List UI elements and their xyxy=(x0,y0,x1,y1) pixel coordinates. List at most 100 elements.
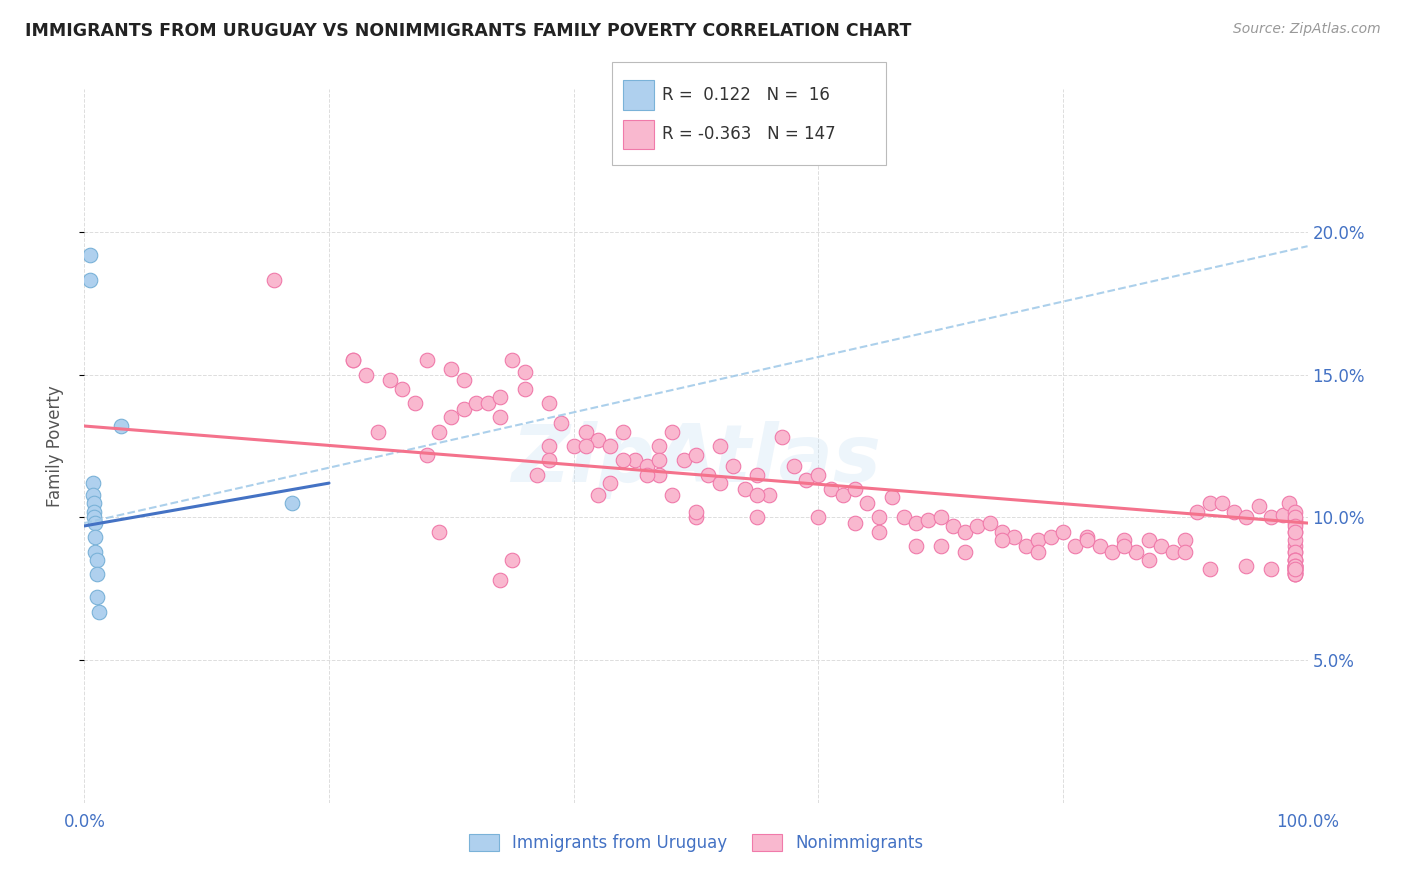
Point xyxy=(538,453,561,467)
Point xyxy=(110,419,132,434)
Point xyxy=(880,491,903,505)
Point xyxy=(856,496,879,510)
Point xyxy=(648,467,671,482)
Point xyxy=(83,505,105,519)
Point xyxy=(1198,562,1220,576)
Point xyxy=(685,505,707,519)
Point xyxy=(685,448,707,462)
Point xyxy=(1278,496,1301,510)
Point xyxy=(477,396,499,410)
Point xyxy=(416,353,439,368)
Point xyxy=(929,510,952,524)
Point xyxy=(1284,544,1306,558)
Point xyxy=(562,439,585,453)
Point xyxy=(1272,508,1295,522)
Point xyxy=(86,553,108,567)
Point xyxy=(1137,553,1160,567)
Point xyxy=(917,513,939,527)
Point xyxy=(1284,562,1306,576)
Point xyxy=(575,439,598,453)
Text: R = -0.363   N = 147: R = -0.363 N = 147 xyxy=(662,125,835,143)
Point xyxy=(86,591,108,605)
Point xyxy=(83,496,105,510)
Point xyxy=(697,467,720,482)
Point xyxy=(84,516,107,530)
Point xyxy=(550,416,572,430)
Point xyxy=(1284,565,1306,579)
Point xyxy=(599,439,621,453)
Point xyxy=(1076,533,1098,548)
Point xyxy=(1284,558,1306,573)
Point xyxy=(1028,533,1050,548)
Point xyxy=(1284,567,1306,582)
Point xyxy=(281,496,304,510)
Point xyxy=(380,373,402,387)
Point xyxy=(1198,496,1220,510)
Point xyxy=(86,567,108,582)
Point xyxy=(1284,562,1306,576)
Point xyxy=(1284,524,1306,539)
Point xyxy=(1039,530,1062,544)
Point xyxy=(1174,533,1197,548)
Point xyxy=(1064,539,1087,553)
Point xyxy=(513,382,536,396)
Point xyxy=(648,439,671,453)
Point xyxy=(1125,544,1147,558)
Point xyxy=(1284,565,1306,579)
Point xyxy=(526,467,548,482)
Point xyxy=(342,353,364,368)
Point xyxy=(82,487,104,501)
Point xyxy=(612,425,634,439)
Point xyxy=(1284,533,1306,548)
Point xyxy=(586,487,609,501)
Point xyxy=(734,482,756,496)
Point xyxy=(636,467,658,482)
Point xyxy=(685,510,707,524)
Point xyxy=(1015,539,1038,553)
Point xyxy=(1284,513,1306,527)
Point xyxy=(1284,558,1306,573)
Point xyxy=(489,391,512,405)
Point xyxy=(586,434,609,448)
Point xyxy=(636,458,658,473)
Point xyxy=(1284,567,1306,582)
Point xyxy=(929,539,952,553)
Point xyxy=(869,524,891,539)
Point xyxy=(1028,544,1050,558)
Point xyxy=(87,605,110,619)
Point xyxy=(1284,562,1306,576)
Point xyxy=(721,458,744,473)
Point xyxy=(263,273,285,287)
Point xyxy=(1076,530,1098,544)
Point xyxy=(427,524,450,539)
Point xyxy=(1114,539,1136,553)
Point xyxy=(1284,524,1306,539)
Point xyxy=(1247,499,1270,513)
Point xyxy=(1002,530,1025,544)
Point xyxy=(1284,553,1306,567)
Point xyxy=(1260,562,1282,576)
Point xyxy=(953,544,976,558)
Point xyxy=(1052,524,1074,539)
Point xyxy=(489,410,512,425)
Point xyxy=(942,519,965,533)
Point xyxy=(453,373,475,387)
Point xyxy=(820,482,842,496)
Point xyxy=(709,476,731,491)
Point xyxy=(1284,505,1306,519)
Point xyxy=(416,448,439,462)
Point xyxy=(1174,544,1197,558)
Point xyxy=(1284,558,1306,573)
Point xyxy=(747,487,769,501)
Point xyxy=(599,476,621,491)
Point xyxy=(84,530,107,544)
Point xyxy=(844,516,866,530)
Point xyxy=(661,487,683,501)
Point xyxy=(869,510,891,524)
Point xyxy=(1114,533,1136,548)
Point xyxy=(709,439,731,453)
Point xyxy=(1187,505,1209,519)
Point xyxy=(1284,544,1306,558)
Point xyxy=(1284,539,1306,553)
Point xyxy=(440,410,463,425)
